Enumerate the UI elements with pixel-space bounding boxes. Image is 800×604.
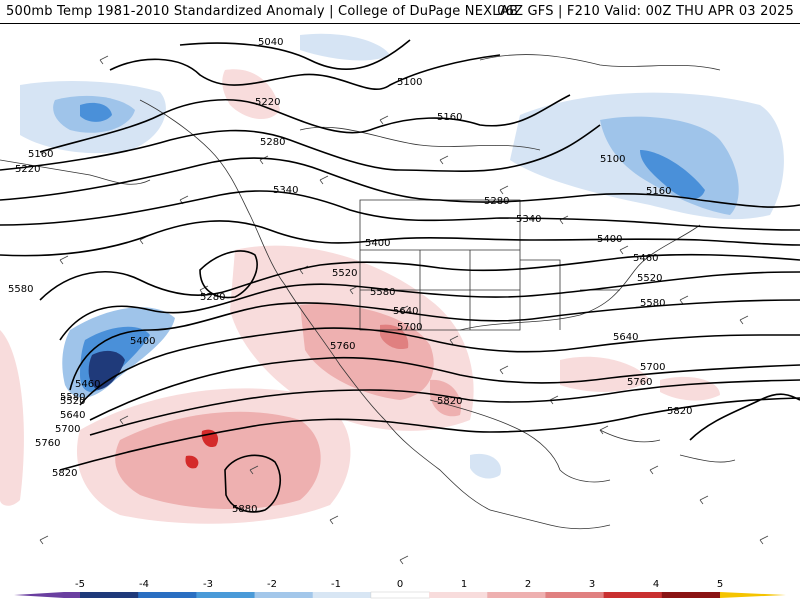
contour-label: 5520 [332,268,357,279]
contour-label: 5160 [28,149,53,160]
colorbar-min-arrow [14,592,64,598]
contour-label: 5160 [437,112,462,123]
contour-label: 5280 [200,292,225,303]
height-contours [0,39,800,513]
colorbar-tick-label: 2 [525,579,531,590]
colorbar-segment [254,592,314,598]
contour-label: 5280 [260,137,285,148]
contour-label: 5460 [75,379,100,390]
coastlines [0,54,736,530]
colorbar-segment [64,592,80,598]
colorbar-segment [429,592,488,598]
colorbar-segment [196,592,256,598]
colorbar-segment [545,592,605,598]
colorbar-tick-label: 0 [397,579,403,590]
map-title: 500mb Temp 1981-2010 Standardized Anomal… [6,4,519,19]
colorbar-tick-label: 3 [589,579,595,590]
colorbar-graphic: -5 -4 -3 -2 -1 0 1 2 3 4 5 [14,579,786,599]
contour-label: 5580 [60,392,85,403]
contour-label: 5160 [646,186,671,197]
contour-label: 5220 [15,164,40,175]
contour-label: 5640 [613,332,638,343]
weather-map: 5040 5100 5160 5220 5280 5340 5160 5220 … [0,24,800,576]
model-run-info: 06Z GFS | F210 Valid: 00Z THU APR 03 202… [497,4,794,19]
colorbar-segment [312,592,372,598]
contour-label: 5700 [640,362,665,373]
contour-labels: 5040 5100 5160 5220 5280 5340 5160 5220 … [8,37,692,515]
contour-label: 5700 [55,424,80,435]
colorbar-tick-label: -1 [331,579,341,590]
contour-label: 5100 [397,77,422,88]
contour-label: 5820 [667,406,692,417]
contour-label: 5820 [52,468,77,479]
contour-label: 5820 [437,396,462,407]
map-header: 500mb Temp 1981-2010 Standardized Anomal… [0,0,800,24]
contour-label: 5340 [273,185,298,196]
colorbar-segment [80,592,139,598]
contour-label: 5400 [597,234,622,245]
contour-label: 5400 [365,238,390,249]
contour-label: 5760 [330,341,355,352]
contour-label: 5100 [600,154,625,165]
contour-label: 5460 [633,253,658,264]
anomaly-colorbar: -5 -4 -3 -2 -1 0 1 2 3 4 5 [0,576,800,600]
contour-label: 5400 [130,336,155,347]
colorbar-tick-label: -4 [139,579,149,590]
colorbar-tick-label: 1 [461,579,467,590]
colorbar-segment [661,592,721,598]
contour-label: 5280 [484,196,509,207]
colorbar-max-arrow [720,592,786,598]
contour-label: 5220 [255,97,280,108]
colorbar-tick-label: -3 [203,579,213,590]
contour-label: 5700 [397,322,422,333]
contour-label: 5760 [627,377,652,388]
wind-barbs [39,55,769,565]
colorbar-tick-label: -2 [267,579,277,590]
contour-label: 5580 [8,284,33,295]
colorbar-tick-label: 4 [653,579,659,590]
contour-label: 5640 [60,410,85,421]
colorbar-segment [487,592,546,598]
contour-label: 5580 [640,298,665,309]
colorbar-tick-label: -5 [75,579,85,590]
contour-label: 5520 [637,273,662,284]
colorbar-segment [138,592,197,598]
contour-label: 5880 [232,504,257,515]
contour-label: 5040 [258,37,283,48]
colorbar-tick-label: 5 [717,579,723,590]
contour-label: 5340 [516,214,541,225]
colorbar-segment [603,592,663,598]
contour-label: 5520 [60,396,85,407]
contour-label: 5640 [393,306,418,317]
colorbar-segment [370,591,430,599]
contour-label: 5580 [370,287,395,298]
contour-label: 5760 [35,438,60,449]
